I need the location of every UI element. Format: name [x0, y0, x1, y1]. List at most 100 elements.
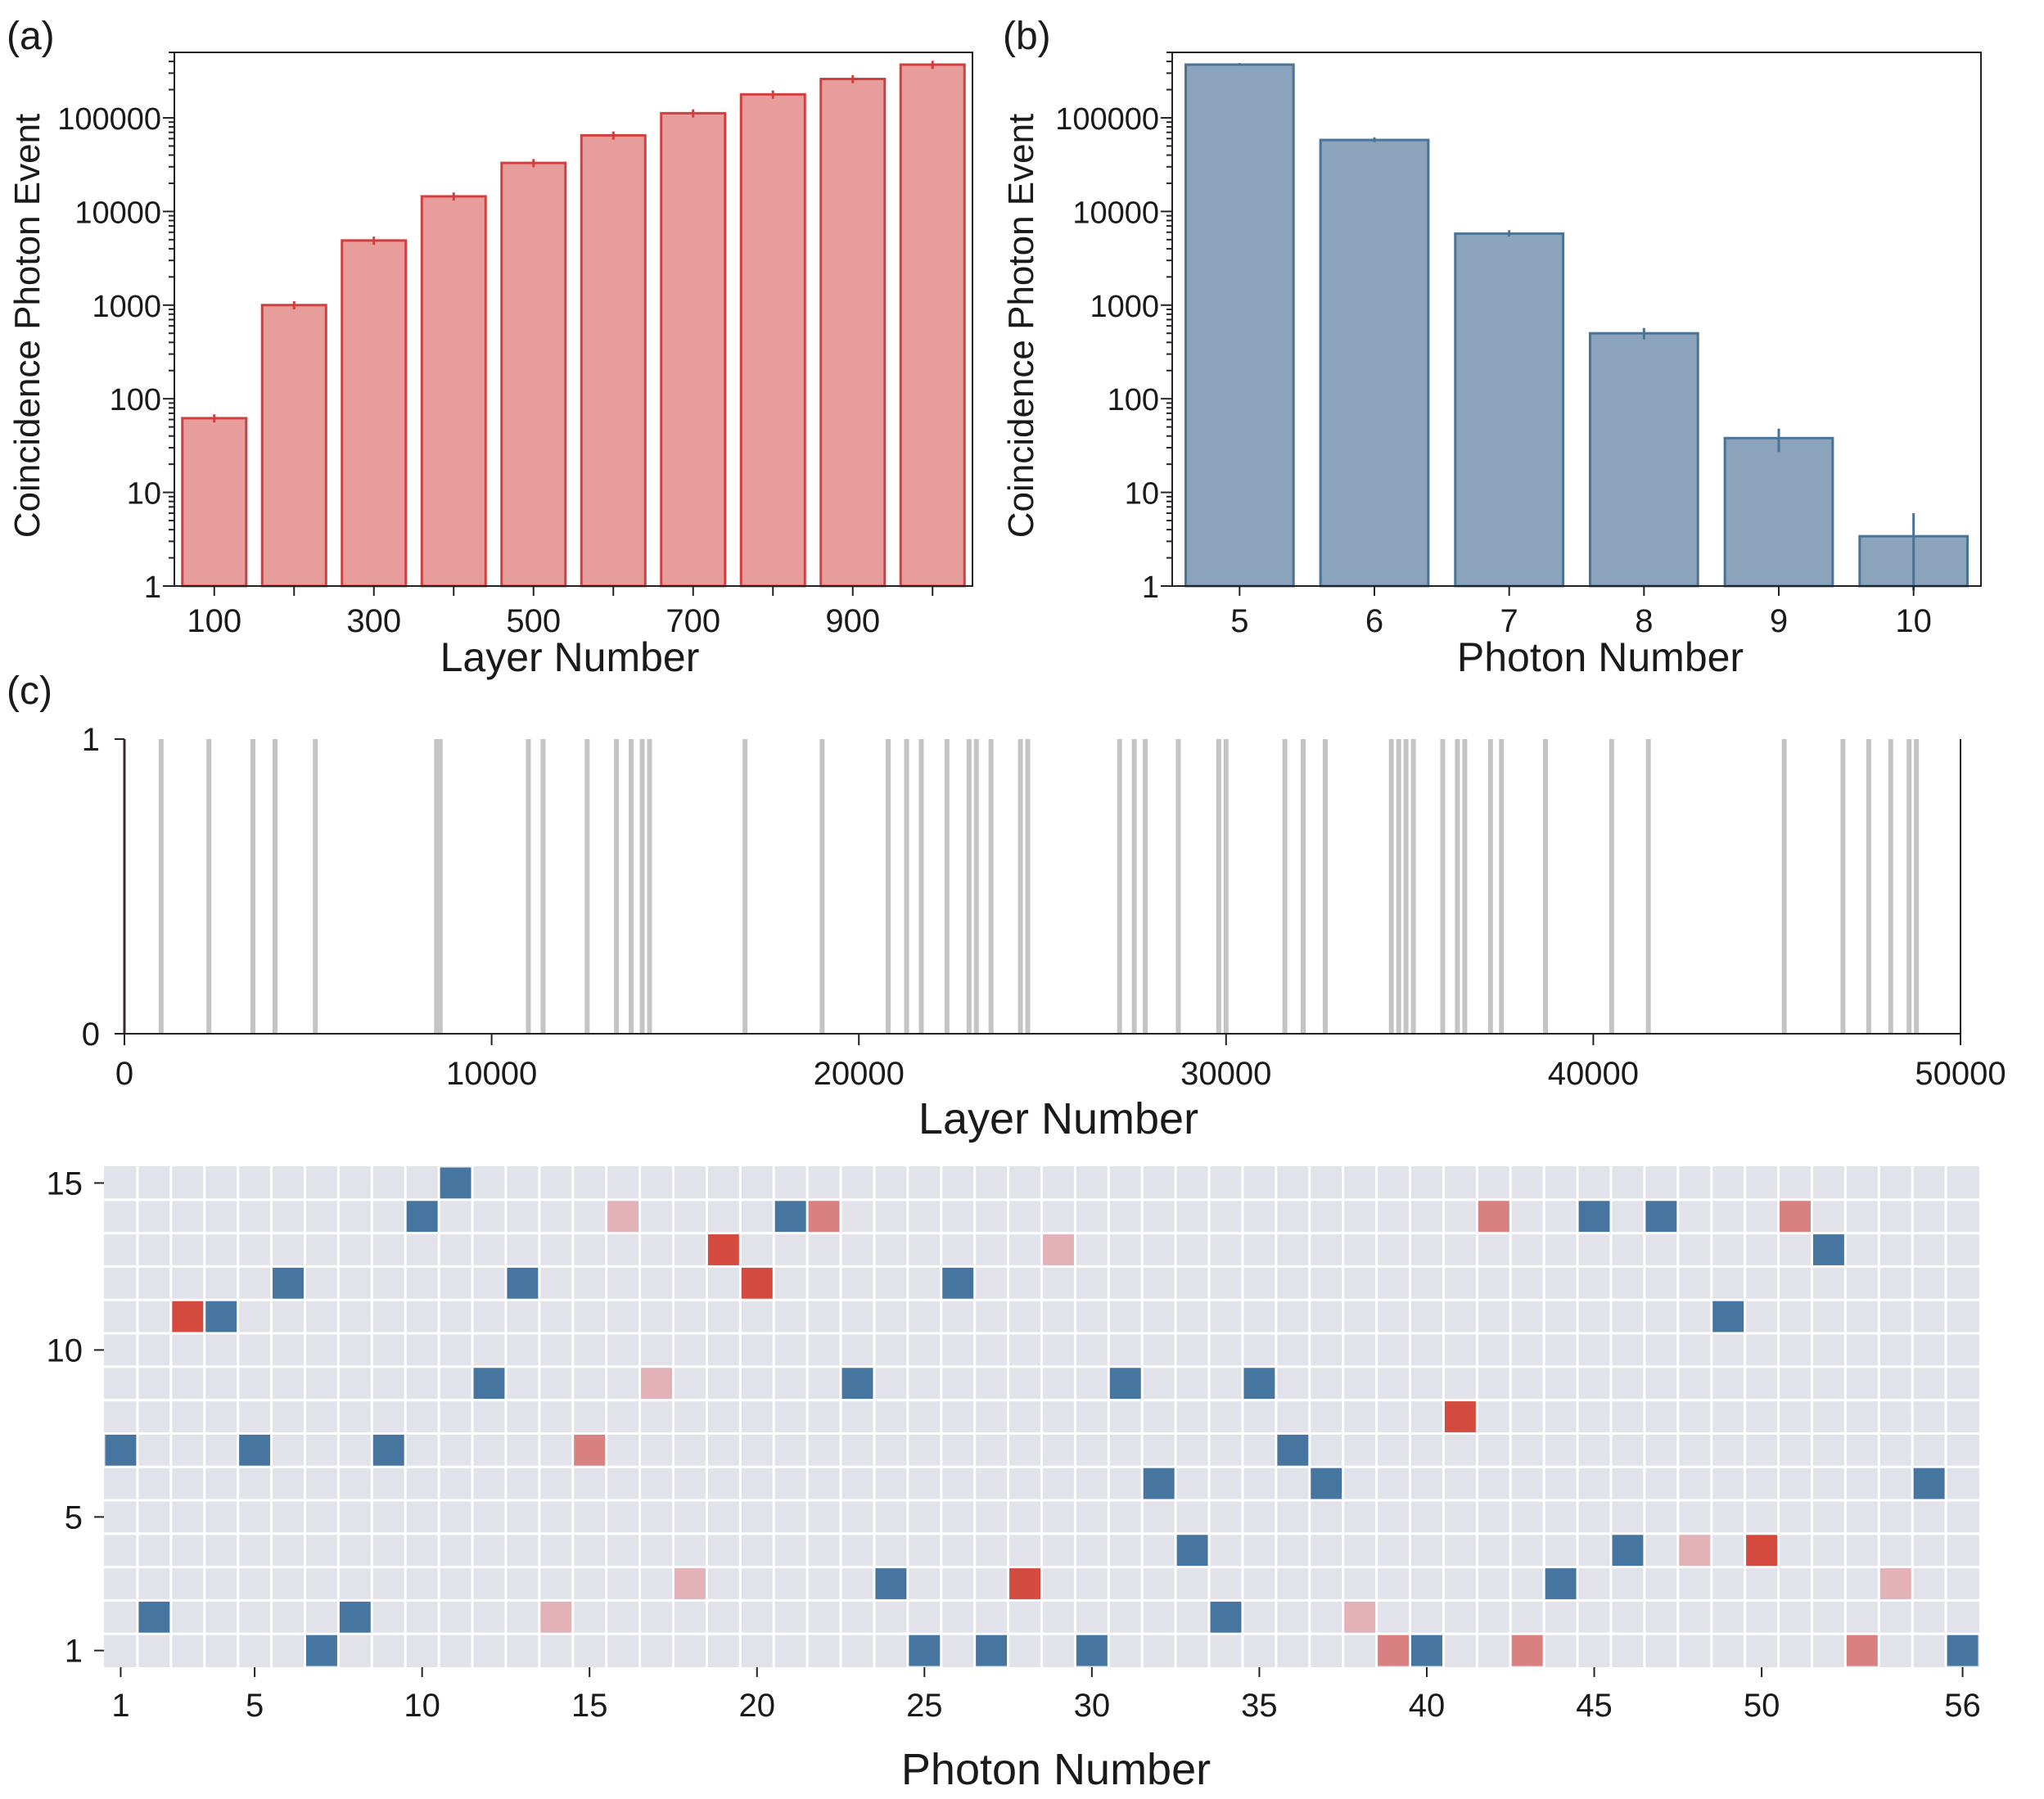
chart-d-cell	[1243, 1368, 1275, 1400]
chart-c-ytick-label: 0	[82, 1017, 100, 1053]
chart-d-cell	[1746, 1535, 1778, 1567]
chart-d-cell	[138, 1601, 170, 1633]
chart-d-cell	[842, 1368, 873, 1400]
chart-a-ytick-label: 1000	[92, 290, 161, 324]
panel-label-b: (b)	[1003, 15, 1051, 58]
chart-d-xtick-label: 15	[571, 1688, 608, 1724]
chart-d-xlabel: Photon Number	[901, 1745, 1211, 1794]
chart-d-cell	[641, 1368, 672, 1400]
chart-d-cell	[1679, 1535, 1711, 1567]
chart-d-cell	[741, 1267, 773, 1299]
chart-b-ytick-label: 100000	[1055, 102, 1159, 137]
chart-d-cell	[105, 1434, 137, 1466]
chart-b-bar	[1588, 331, 1699, 588]
chart-a-ylabel: Coincidence Photon Event	[7, 114, 47, 539]
chart-b-ylabel: Coincidence Photon Event	[1001, 114, 1041, 539]
chart-c: 0 10000 20000 30000 40000 50000 1 0 Layer Numbe…	[82, 722, 2006, 1143]
chart-d-cell	[1545, 1568, 1577, 1599]
chart-a-xtick-label: 100	[187, 603, 241, 639]
chart-a-bar	[580, 133, 647, 588]
chart-d-cell	[1277, 1434, 1309, 1466]
chart-b-ytick-label: 10	[1125, 477, 1159, 512]
chart-c-xtick-label: 10000	[446, 1056, 537, 1092]
panel-label-a: (a)	[7, 15, 55, 58]
chart-a-bar	[341, 239, 408, 588]
chart-d-cell	[172, 1301, 204, 1332]
chart-b-bar	[1184, 63, 1295, 588]
chart-d-ytick-label: 5	[65, 1499, 83, 1535]
chart-d-xtick-label: 40	[1409, 1688, 1446, 1724]
chart-d-cell	[1578, 1201, 1610, 1233]
chart-d-ytick-label: 10	[47, 1332, 83, 1368]
chart-b-xtick-label: 8	[1635, 603, 1653, 639]
chart-a-ytick-label: 1	[144, 570, 161, 605]
chart-d-cell	[1712, 1301, 1744, 1332]
chart-d-cell	[774, 1201, 806, 1233]
chart-d-xtick-label: 25	[906, 1688, 943, 1724]
chart-b-bar	[1319, 138, 1430, 588]
chart-c-xlabel: Layer Number	[918, 1094, 1198, 1143]
chart-b-xtick-label: 9	[1770, 603, 1788, 639]
chart-b-ytick-label: 100	[1108, 383, 1159, 417]
chart-d-cell	[1612, 1535, 1644, 1567]
chart-d-cell	[1378, 1634, 1410, 1666]
chart-a-bar	[260, 304, 327, 588]
chart-a-xtick-label: 500	[506, 603, 561, 639]
chart-d-cell	[507, 1267, 539, 1299]
chart-d-cell	[1344, 1601, 1376, 1633]
chart-b-bars	[1184, 62, 1970, 591]
chart-a: 1 10 100 1000 10000 100000 100 300 500 700 900 Lay…	[7, 52, 973, 680]
chart-d-cell	[1780, 1201, 1811, 1233]
chart-d-cell	[909, 1634, 941, 1666]
chart-c-xtick-label: 20000	[814, 1056, 905, 1092]
chart-d-cell	[942, 1267, 974, 1299]
chart-b-bar	[1454, 232, 1565, 588]
chart-d-xtick-label: 50	[1744, 1688, 1780, 1724]
chart-c-xtick-label: 50000	[1915, 1056, 2006, 1092]
chart-d-cell	[205, 1301, 237, 1332]
chart-d-grid	[104, 1166, 1979, 1667]
chart-a-ytick-label: 10	[127, 477, 161, 512]
chart-d-cell	[1645, 1201, 1677, 1233]
chart-d-xtick-label: 56	[1944, 1688, 1981, 1724]
chart-d-cell	[1478, 1201, 1509, 1233]
chart-b-ytick-label: 1	[1142, 570, 1159, 605]
chart-d-cell	[808, 1201, 840, 1233]
chart-d-cell	[473, 1368, 505, 1400]
chart-d-cell	[1511, 1634, 1543, 1666]
chart-d-xtick-label: 35	[1241, 1688, 1278, 1724]
chart-b-xlabel: Photon Number	[1457, 634, 1744, 680]
chart-d-cell	[273, 1267, 304, 1299]
chart-b-axes: 1 10 100 1000 10000 100000 5 6 7 8 9 10	[1055, 52, 1982, 639]
chart-c-xtick-label: 30000	[1180, 1056, 1271, 1092]
chart-d-cell	[406, 1201, 438, 1233]
chart-d-cell	[875, 1568, 907, 1599]
chart-d-xtick-label: 30	[1074, 1688, 1111, 1724]
chart-a-ytick-label: 10000	[74, 196, 161, 230]
chart-d-cell	[1143, 1468, 1175, 1499]
chart-a-bar	[500, 161, 567, 588]
chart-d-cell	[707, 1234, 739, 1265]
chart-d-cell	[1210, 1601, 1242, 1633]
chart-d-cell	[574, 1434, 606, 1466]
chart-c-event-lines	[158, 739, 1920, 1034]
chart-d-cell	[372, 1434, 404, 1466]
chart-d-cell	[1947, 1634, 1979, 1666]
chart-b: 1 10 100 1000 10000 100000 5 6 7 8 9 10 Photon Numb…	[1001, 52, 1982, 680]
chart-a-bars	[181, 61, 966, 588]
chart-d-cell	[1879, 1568, 1911, 1599]
chart-d-cell	[1846, 1634, 1878, 1666]
chart-d-ytick-label: 15	[47, 1166, 83, 1202]
chart-c-xtick-label: 0	[115, 1056, 133, 1092]
chart-b-xtick-label: 6	[1365, 603, 1383, 639]
chart-a-xtick-label: 900	[825, 603, 880, 639]
chart-a-xtick-label: 300	[346, 603, 401, 639]
chart-d-cell	[1411, 1634, 1442, 1666]
chart-d-cell	[1311, 1468, 1342, 1499]
chart-b-ytick-label: 1000	[1090, 290, 1159, 324]
chart-a-bar	[819, 77, 887, 588]
chart-d-cell	[607, 1201, 639, 1233]
